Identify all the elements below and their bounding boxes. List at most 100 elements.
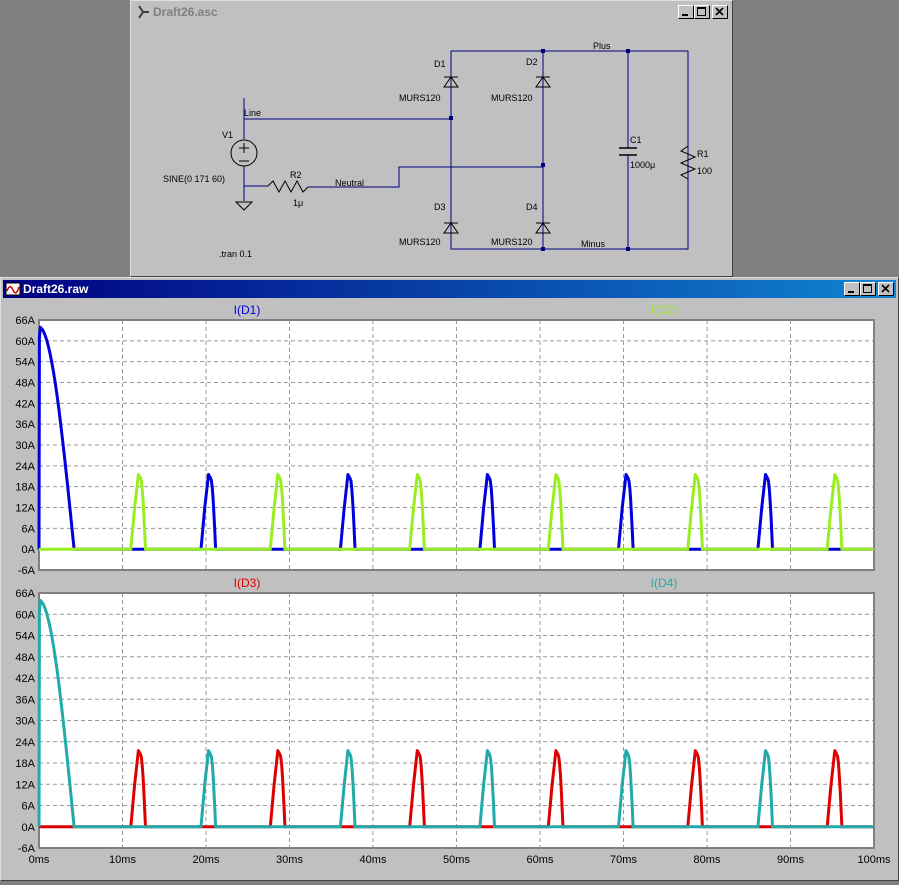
d1-name-label: D1	[434, 59, 446, 69]
schematic-window-controls	[678, 5, 728, 19]
minimize-icon	[682, 14, 688, 16]
x-tick-label: 10ms	[109, 854, 136, 866]
minimize-button[interactable]	[844, 282, 860, 296]
r2-value-label: 1μ	[293, 198, 303, 208]
y-tick-label: -6A	[18, 565, 36, 577]
maximize-button[interactable]	[860, 282, 876, 296]
trace-id4[interactable]	[37, 598, 874, 829]
junction-dots	[449, 49, 630, 251]
y-tick-label: 66A	[15, 588, 35, 600]
r2-name-label: R2	[290, 170, 302, 180]
y-tick-label: 54A	[15, 631, 35, 643]
waveform-window: Draft26.raw 66A 60A 54A 48A 42A 36A 30A 24A 18A 1…	[0, 277, 899, 881]
trace-label[interactable]: I(D3)	[234, 576, 261, 590]
y-tick-label: 12A	[15, 503, 35, 515]
x-tick-label: 30ms	[276, 854, 303, 866]
c1-value-label: 1000μ	[630, 160, 655, 170]
d1-model-label: MURS120	[399, 93, 441, 103]
waveform-canvas[interactable]: 66A 60A 54A 48A 42A 36A 30A 24A 18A 12A 6A 0A -6A I(D…	[3, 298, 896, 880]
v1-voltage-source[interactable]	[230, 139, 258, 167]
y-tick-label: 60A	[15, 336, 35, 348]
d2-name-label: D2	[526, 57, 538, 67]
d3-diode[interactable]	[443, 222, 459, 234]
d4-model-label: MURS120	[491, 237, 533, 247]
schematic-app-icon	[138, 5, 149, 19]
maximize-button[interactable]	[694, 5, 710, 19]
close-icon	[715, 7, 724, 16]
maximize-icon	[863, 284, 872, 293]
r1-resistor[interactable]	[679, 145, 697, 180]
x-tick-label: 0ms	[29, 854, 50, 866]
minimize-button[interactable]	[678, 5, 694, 19]
schematic-drawing[interactable]: V1 SINE(0 171 60) R2 1μ Line Neutral Plu…	[133, 21, 728, 272]
ground-icon	[234, 201, 254, 211]
waveform-window-title: Draft26.raw	[23, 282, 89, 296]
trace-label[interactable]: I(D4)	[651, 576, 678, 590]
r2-resistor[interactable]	[267, 179, 309, 194]
schematic-canvas[interactable]: V1 SINE(0 171 60) R2 1μ Line Neutral Plu…	[133, 21, 728, 272]
y-tick-label: 42A	[15, 398, 35, 410]
trace-id2[interactable]	[39, 473, 874, 551]
x-tick-label: 50ms	[443, 854, 470, 866]
schematic-window-title: Draft26.asc	[153, 5, 218, 19]
schematic-window: Draft26.asc	[130, 0, 733, 277]
y-tick-label: 36A	[15, 694, 35, 706]
c1-name-label: C1	[630, 135, 642, 145]
y-tick-label: 54A	[15, 357, 35, 369]
y-tick-label: 30A	[15, 716, 35, 728]
r1-name-label: R1	[697, 149, 709, 159]
c1-capacitor[interactable]	[619, 147, 637, 156]
d3-model-label: MURS120	[399, 237, 441, 247]
close-icon	[881, 284, 890, 293]
y-tick-label: 30A	[15, 440, 35, 452]
spice-directive[interactable]: .tran 0.1	[219, 249, 252, 259]
y-tick-label: 0A	[22, 822, 36, 834]
y-tick-label: 0A	[22, 544, 36, 556]
x-tick-label: 60ms	[527, 854, 554, 866]
y-tick-label: -6A	[18, 843, 36, 855]
d2-model-label: MURS120	[491, 93, 533, 103]
plus-net-label: Plus	[593, 41, 611, 51]
y-tick-label: 18A	[15, 482, 35, 494]
waveform-titlebar[interactable]: Draft26.raw	[3, 280, 896, 298]
y-tick-label: 24A	[15, 737, 35, 749]
d3-name-label: D3	[434, 202, 446, 212]
y-tick-label: 36A	[15, 419, 35, 431]
waveform-window-controls	[844, 282, 894, 296]
trace-label[interactable]: I(D1)	[234, 303, 261, 317]
neutral-net-label: Neutral	[335, 178, 364, 188]
d4-name-label: D4	[526, 202, 538, 212]
trace-label[interactable]: I(D2)	[651, 303, 678, 317]
x-tick-label: 90ms	[777, 854, 804, 866]
maximize-icon	[697, 7, 706, 16]
waveform-app-icon	[5, 282, 21, 296]
v1-value-label: SINE(0 171 60)	[163, 174, 225, 184]
trace-id1[interactable]	[37, 325, 874, 551]
y-tick-label: 6A	[22, 523, 36, 535]
x-tick-label: 40ms	[360, 854, 387, 866]
x-tick-label: 100ms	[857, 854, 891, 866]
minus-net-label: Minus	[581, 239, 606, 249]
d4-diode[interactable]	[535, 222, 551, 234]
d1-diode[interactable]	[443, 76, 459, 88]
close-button[interactable]	[878, 282, 894, 296]
x-tick-label: 20ms	[193, 854, 220, 866]
y-tick-label: 6A	[22, 801, 36, 813]
minimize-icon	[848, 291, 854, 293]
schematic-titlebar[interactable]: Draft26.asc	[133, 3, 730, 21]
r1-value-label: 100	[697, 166, 712, 176]
waveform-plot[interactable]: 66A 60A 54A 48A 42A 36A 30A 24A 18A 12A 6A 0A -6A I(D…	[3, 298, 896, 880]
y-tick-label: 60A	[15, 609, 35, 621]
close-button[interactable]	[712, 5, 728, 19]
y-tick-label: 48A	[15, 378, 35, 390]
x-tick-label: 70ms	[610, 854, 637, 866]
y-tick-label: 48A	[15, 652, 35, 664]
y-tick-label: 24A	[15, 461, 35, 473]
wires	[243, 50, 689, 250]
d2-diode[interactable]	[535, 76, 551, 88]
x-tick-label: 80ms	[694, 854, 721, 866]
line-net-label: Line	[244, 108, 261, 118]
y-tick-label: 66A	[15, 315, 35, 327]
y-tick-label: 42A	[15, 673, 35, 685]
v1-name-label: V1	[222, 130, 233, 140]
